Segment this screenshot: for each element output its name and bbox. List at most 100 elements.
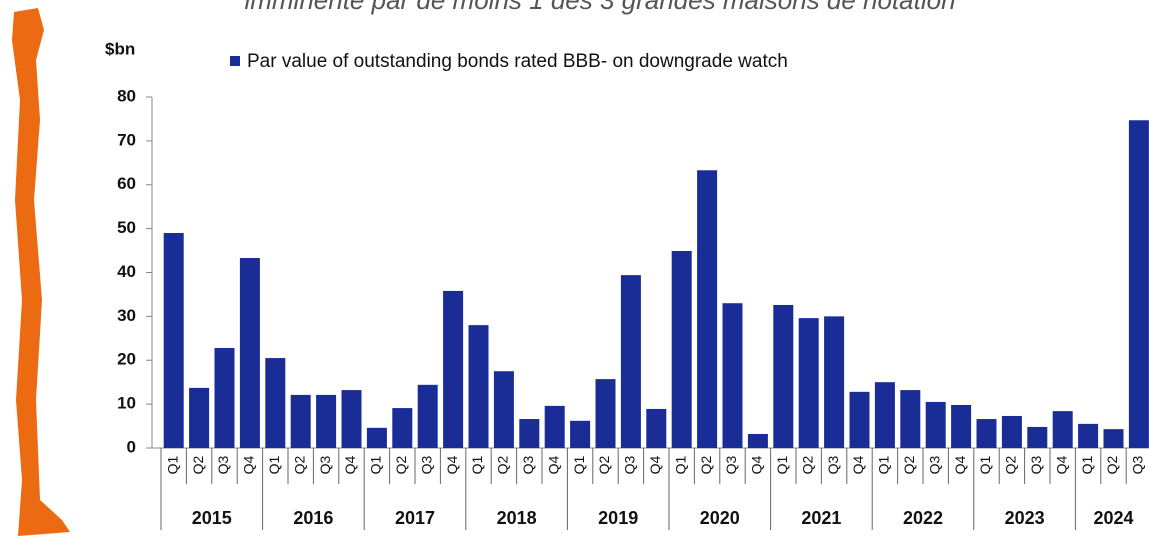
y-tick-label: 0 [127,437,136,456]
bar [1128,120,1149,448]
bar [570,420,591,448]
y-tick-label: 70 [117,130,136,149]
x-tick-label: Q4 [952,455,968,474]
bar [1052,411,1073,448]
x-tick-label: Q3 [520,455,536,474]
x-tick-label: Q4 [850,455,866,474]
x-tick-label: Q4 [749,455,765,474]
bar [1078,423,1099,448]
x-tick-label: Q1 [368,455,384,474]
bar [620,275,641,448]
bar [366,427,387,448]
bar [900,390,921,448]
bar [874,382,895,448]
x-tick-label: Q1 [469,455,485,474]
x-group-label: 2024 [1093,508,1133,528]
bar [392,408,413,448]
y-unit-label: $bn [105,39,135,58]
bar [1001,415,1022,448]
x-tick-label: Q3 [418,455,434,474]
bar [316,394,337,448]
x-tick-label: Q3 [926,455,942,474]
bar [1103,429,1124,448]
decoration-brush [12,8,70,536]
bar [493,371,514,448]
x-tick-label: Q3 [723,455,739,474]
bar [697,170,718,449]
bar [417,384,438,448]
x-group-label: 2017 [395,508,435,528]
x-tick-label: Q3 [1130,455,1146,474]
subtitle: imminente par de moins 1 des 3 grandes m… [244,0,955,15]
bar [265,358,286,448]
x-tick-label: Q4 [1053,455,1069,474]
bar [722,303,743,448]
x-tick-label: Q4 [241,455,257,474]
y-tick-label: 10 [117,394,136,413]
x-group-label: 2023 [1005,508,1045,528]
x-tick-label: Q1 [672,455,688,474]
x-tick-label: Q1 [876,455,892,474]
y-tick-label: 20 [117,350,136,369]
bar [189,387,210,448]
x-tick-label: Q2 [1104,455,1120,474]
bar [595,379,616,448]
x-tick-label: Q3 [1028,455,1044,474]
legend-swatch [230,56,240,66]
bar [849,391,870,448]
x-tick-label: Q1 [977,455,993,474]
bar [798,318,819,448]
x-tick-label: Q2 [291,455,307,474]
x-tick-label: Q4 [545,455,561,474]
x-group-label: 2021 [801,508,841,528]
x-tick-label: Q4 [444,455,460,474]
x-tick-label: Q3 [622,455,638,474]
x-tick-label: Q1 [1079,455,1095,474]
x-tick-label: Q4 [647,455,663,474]
x-group-label: 2022 [903,508,943,528]
bar [1027,426,1048,448]
x-tick-label: Q2 [495,455,511,474]
x-group-label: 2018 [497,508,537,528]
legend-label: Par value of outstanding bonds rated BBB… [247,51,788,72]
x-tick-label: Q3 [215,455,231,474]
bar [976,419,997,448]
bar [671,251,692,448]
x-tick-label: Q2 [901,455,917,474]
x-tick-label: Q2 [799,455,815,474]
x-group-label: 2015 [192,508,232,528]
bar [341,390,362,448]
bar [163,233,184,448]
x-tick-label: Q3 [825,455,841,474]
bar [468,325,489,448]
bar [544,405,565,448]
x-tick-label: Q1 [266,455,282,474]
bar [214,347,235,448]
y-tick-label: 60 [117,174,136,193]
bar [925,401,946,448]
x-tick-label: Q1 [571,455,587,474]
x-tick-label: Q2 [190,455,206,474]
x-tick-label: Q2 [698,455,714,474]
x-tick-label: Q3 [317,455,333,474]
x-group-label: 2019 [598,508,638,528]
x-tick-label: Q2 [1003,455,1019,474]
x-tick-label: Q1 [164,455,180,474]
bar [443,290,464,448]
x-group-label: 2020 [700,508,740,528]
x-tick-label: Q2 [596,455,612,474]
x-tick-label: Q4 [342,455,358,474]
bar [646,408,667,448]
bar [519,419,540,448]
y-tick-label: 50 [117,218,136,237]
bar [747,433,768,448]
bar [824,316,845,448]
y-tick-label: 80 [117,86,136,105]
bar [951,405,972,448]
x-tick-label: Q2 [393,455,409,474]
x-tick-label: Q1 [774,455,790,474]
x-group-label: 2016 [293,508,333,528]
bar [773,304,794,448]
bar [290,394,311,448]
